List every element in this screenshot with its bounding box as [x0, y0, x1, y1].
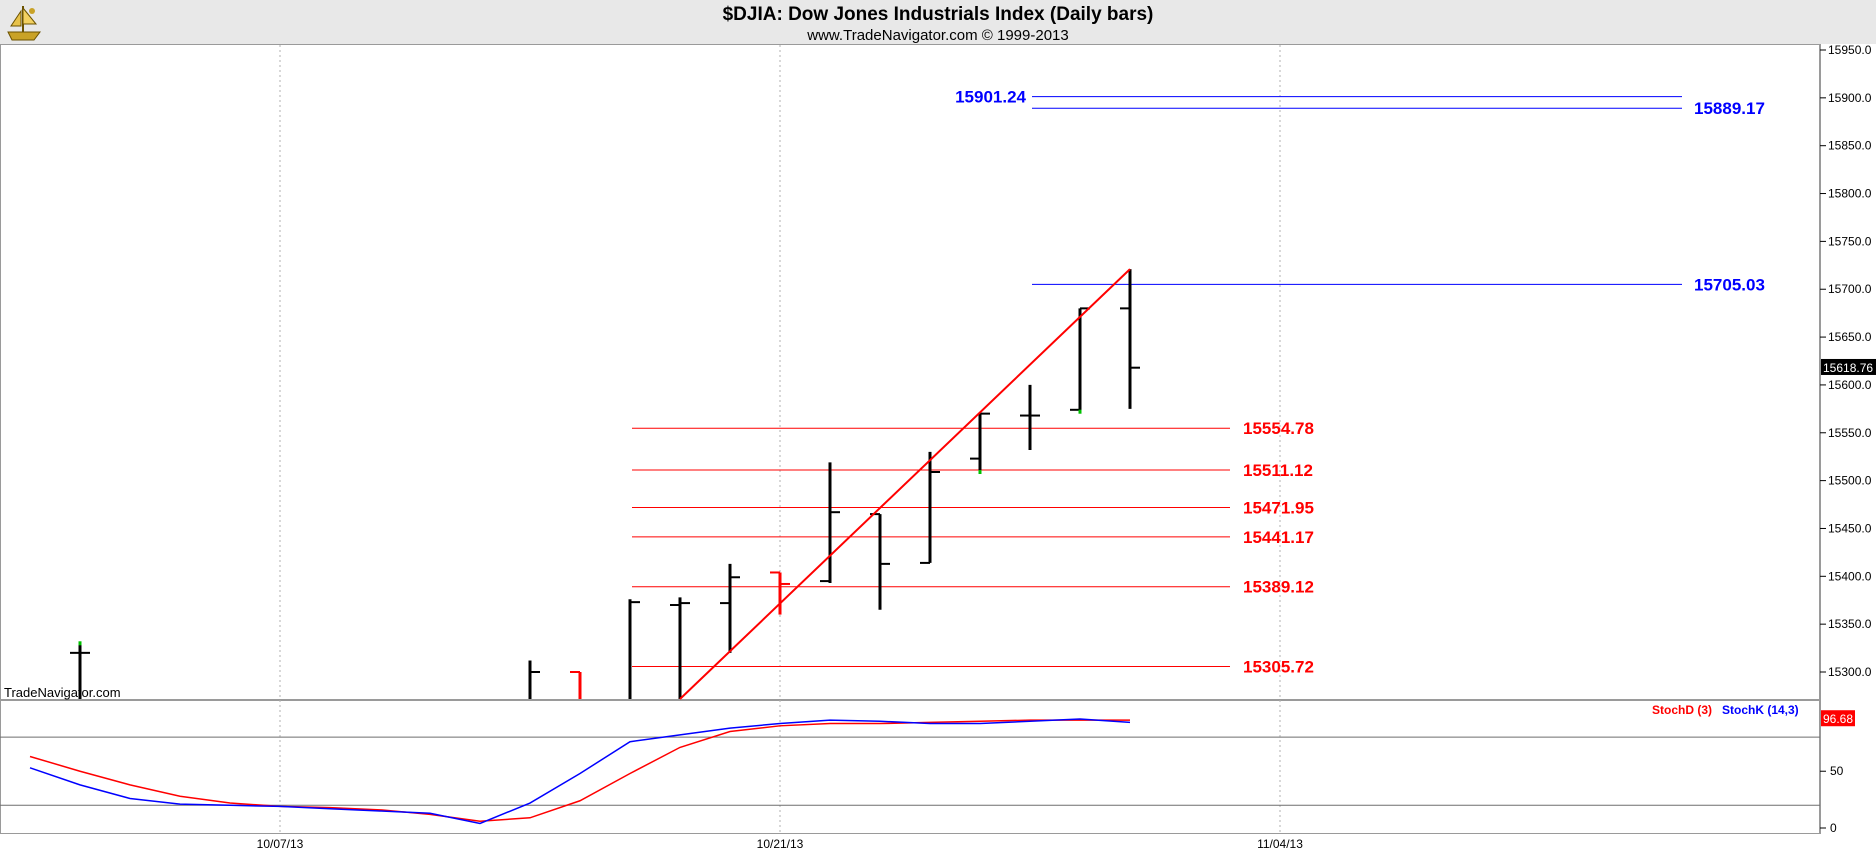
chart-title: $DJIA: Dow Jones Industrials Index (Dail…: [723, 4, 1154, 25]
price-axis: 15950.0 15900.0 15850.0 15800.0 15750.0 15700…: [1820, 43, 1876, 679]
level-label: 15901.24: [955, 88, 1026, 107]
price-panel-frame: [0, 44, 1820, 700]
price-tick-label: 15500.0: [1828, 474, 1872, 488]
date-tick-label: 11/04/13: [1257, 837, 1303, 851]
stochastic-panel: 50 0 StochD (3) StochK (14,3) 96.68: [0, 703, 1855, 835]
date-tick-label: 10/07/13: [257, 837, 304, 851]
stoch-legend-k: StochK (14,3): [1722, 703, 1799, 717]
stoch-last-label: 96.68: [1823, 712, 1853, 726]
price-tick-label: 15750.0: [1828, 234, 1872, 248]
stoch-series-line: [29, 718, 1131, 825]
price-tick-label: 15650.0: [1828, 330, 1872, 344]
last-price-box: [1821, 358, 1876, 375]
price-tick-label: 15800.0: [1828, 187, 1872, 201]
price-tick-label: 15450.0: [1828, 521, 1872, 535]
price-tick-label: 15950.0: [1828, 43, 1872, 57]
level-label: 15554.78: [1243, 419, 1314, 438]
price-tick-label: 15350.0: [1828, 617, 1872, 631]
ohlc-bars: [70, 269, 1140, 699]
level-label: 15889.17: [1694, 99, 1765, 118]
price-tick-label: 15550.0: [1828, 426, 1872, 440]
chart-subtitle: www.TradeNavigator.com © 1999-2013: [806, 27, 1068, 44]
price-tick-label: 15600.0: [1828, 378, 1872, 392]
level-label: 15389.12: [1243, 578, 1314, 597]
stoch-panel-frame: [0, 700, 1820, 834]
stoch-series-line: [29, 719, 1130, 822]
logo-icon[interactable]: [7, 6, 41, 41]
price-tick-label: 15400.0: [1828, 569, 1872, 583]
price-tick-label: 15900.0: [1828, 91, 1872, 105]
stoch-last-box: [1821, 710, 1855, 727]
level-label: 15471.95: [1243, 498, 1314, 517]
price-tick-label: 15700.0: [1828, 282, 1872, 296]
date-tick-label: 10/21/13: [757, 837, 804, 851]
header-bar: [0, 0, 1876, 44]
level-label: 15705.03: [1694, 275, 1765, 294]
last-price-label: 15618.76: [1823, 361, 1873, 375]
stoch-tick-label: 50: [1830, 764, 1844, 778]
date-gridlines: [279, 45, 1281, 833]
horizontal-levels: 15901.24 15889.17 15705.03 15554.78 15511.12…: [632, 88, 1765, 677]
trendline: [679, 268, 1131, 700]
level-label: 15511.12: [1243, 461, 1313, 480]
price-tick-label: 15850.0: [1828, 139, 1872, 153]
trendline-segment: [679, 268, 1131, 700]
watermark: TradeNavigator.com: [4, 685, 121, 700]
level-label: 15305.72: [1243, 658, 1314, 677]
level-label: 15441.17: [1243, 528, 1314, 547]
date-axis: 10/07/13 10/21/13 11/04/13: [257, 837, 1304, 851]
stoch-tick-label: 0: [1830, 821, 1837, 835]
price-tick-label: 15300.0: [1828, 665, 1872, 679]
stoch-legend-d: StochD (3): [1652, 703, 1712, 717]
